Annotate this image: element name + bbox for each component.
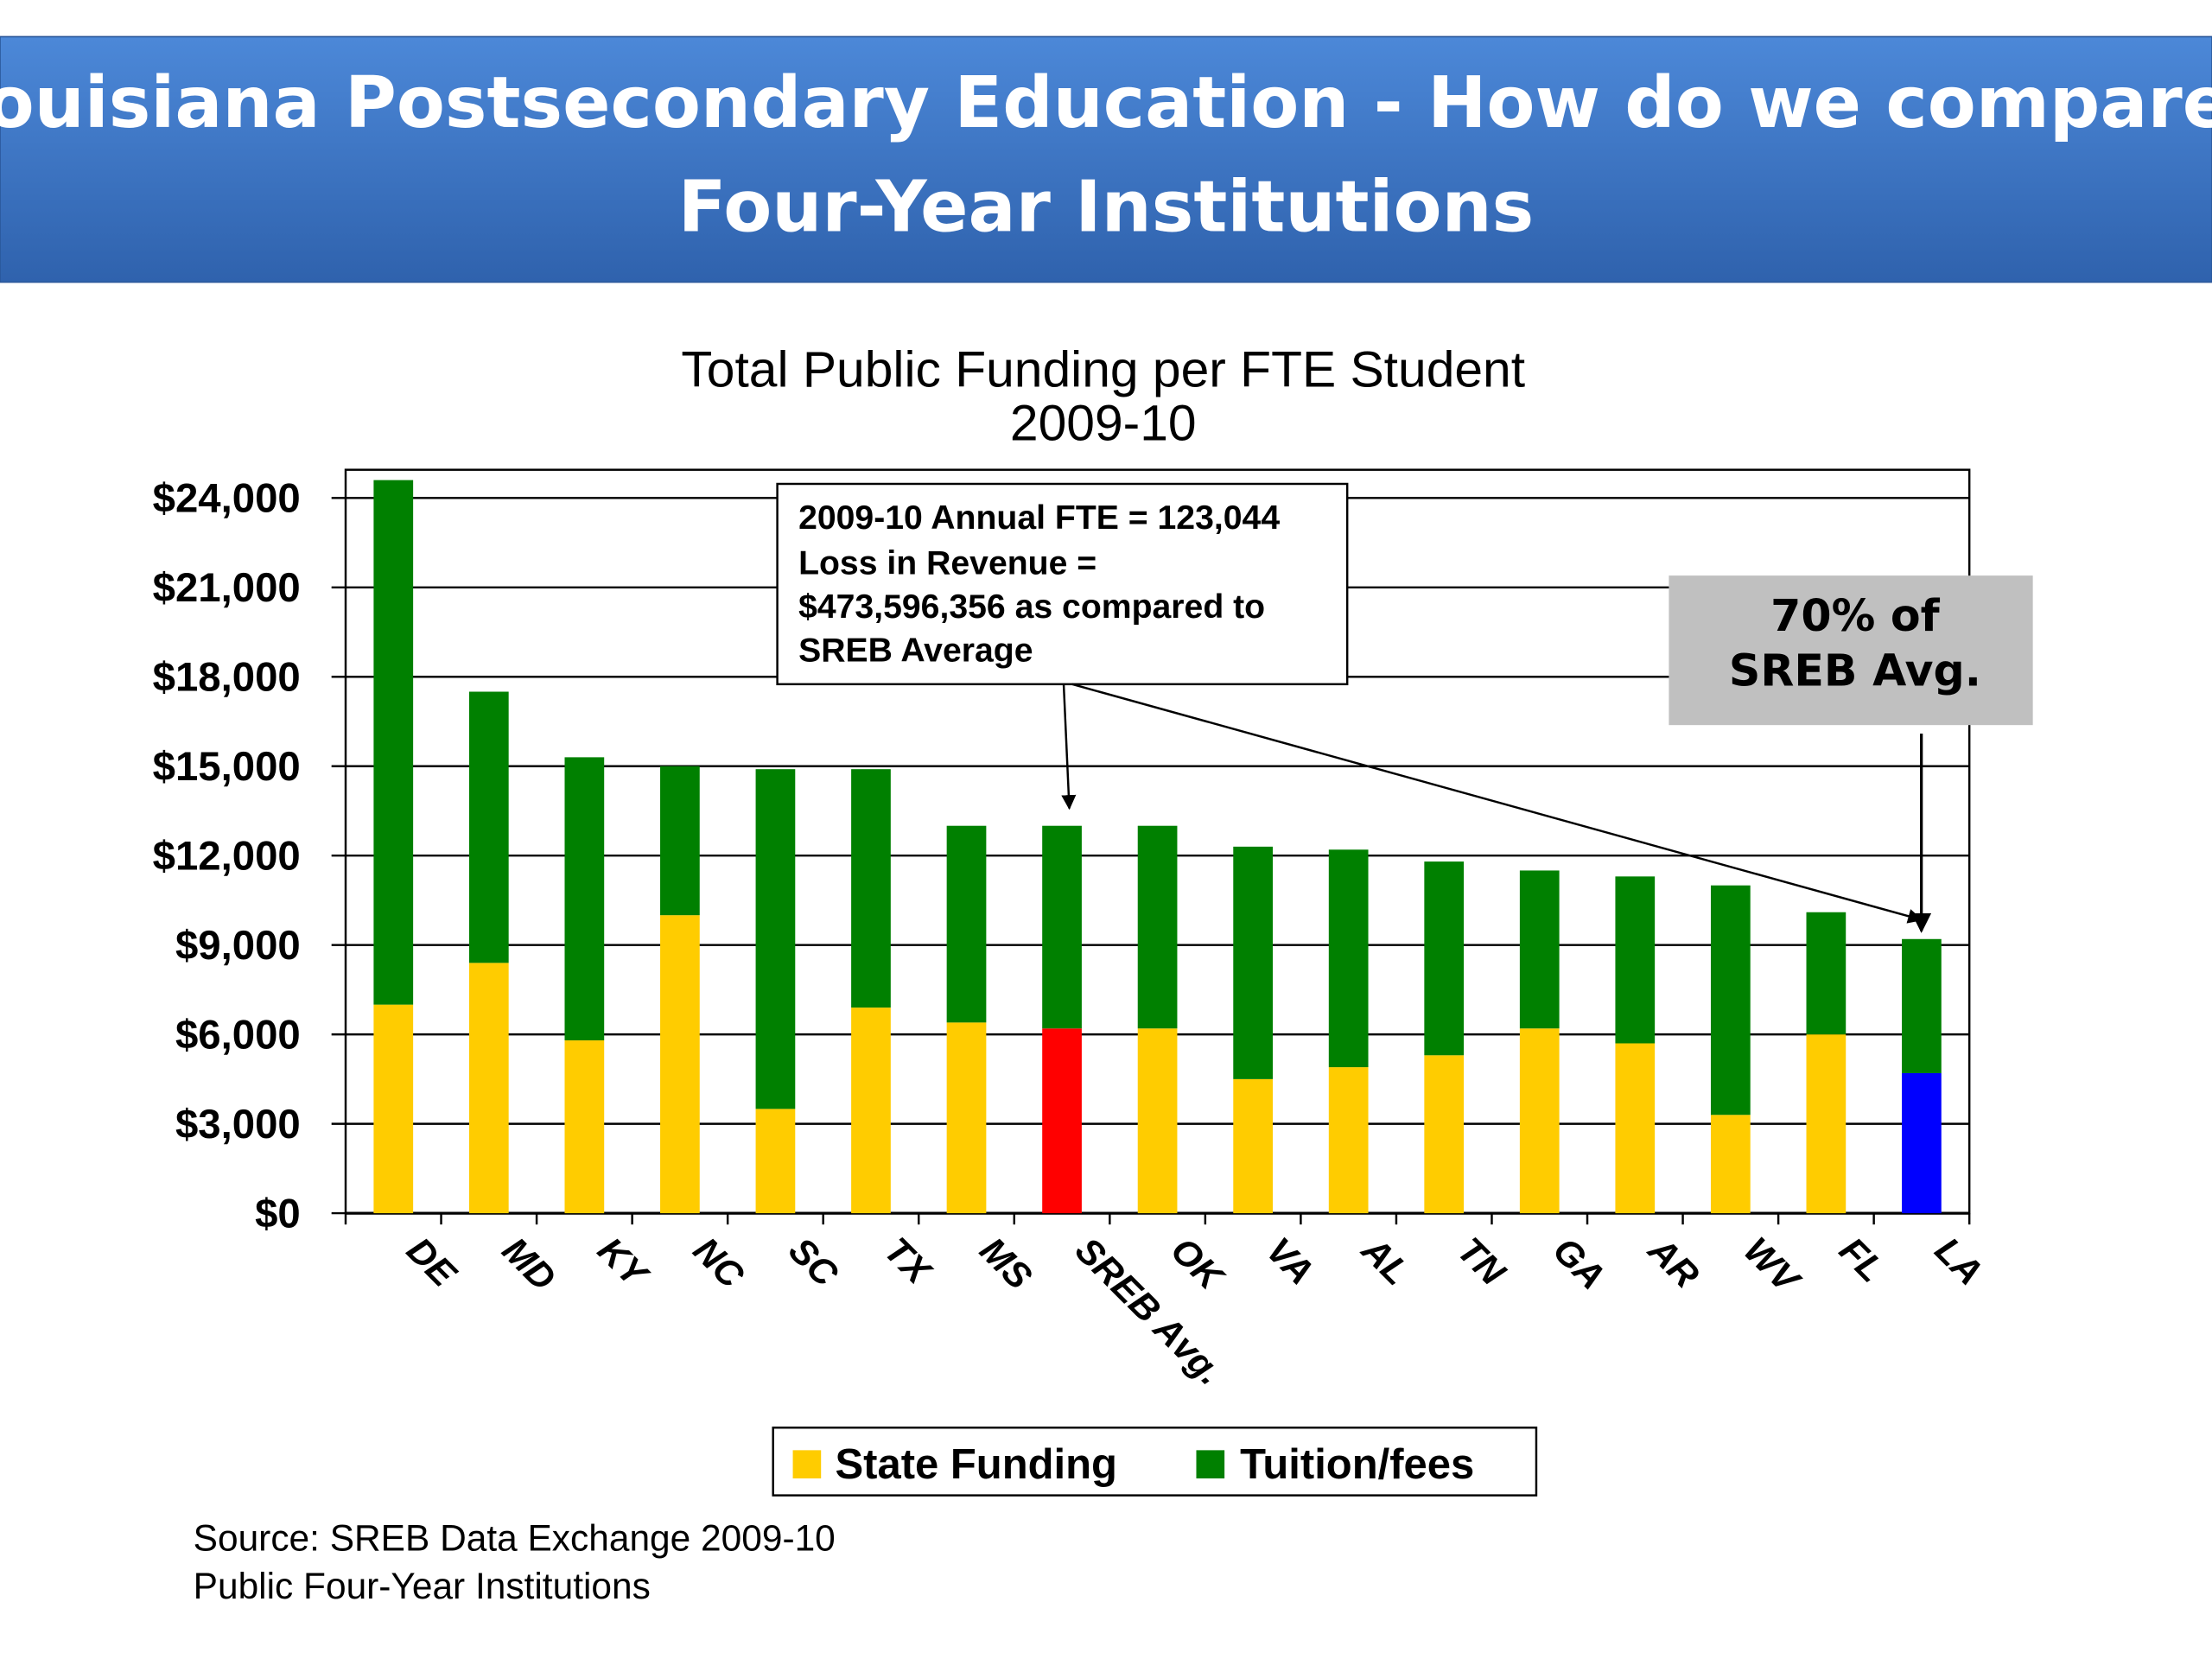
bar-state-srebavg — [1042, 1028, 1082, 1214]
chart-title: Total Public Funding per FTE Student — [681, 341, 1525, 397]
pct-annotation: 70% of SREB Avg. — [1669, 575, 2033, 933]
x-tick-label: TN — [1450, 1230, 1514, 1294]
plot-area: $0 $3,000 $6,000 $9,000 $12,000 $15,000 $18,00… — [153, 468, 1991, 1393]
bar-state-ok — [1137, 1028, 1178, 1214]
fte-line-4: SREB Average — [798, 632, 1033, 670]
legend-swatch-tuition — [1196, 1450, 1225, 1479]
x-tick-label: AL — [1354, 1229, 1418, 1293]
bar-tuition-sc — [755, 769, 796, 1109]
pct-line-1: 70% of — [1770, 590, 1941, 641]
x-tick-label: SC — [781, 1230, 847, 1295]
y-tick-label: $12,000 — [153, 834, 301, 880]
bar-tuition-ky — [564, 757, 605, 1041]
x-tick-label: VA — [1259, 1230, 1322, 1293]
x-tick-label: DE — [399, 1230, 465, 1295]
bar-state-va — [1233, 1078, 1273, 1214]
bar-tuition-nc — [660, 766, 700, 916]
y-tick-label: $3,000 — [175, 1102, 301, 1147]
bar-state-md — [468, 963, 509, 1214]
x-tick-label: NC — [686, 1230, 753, 1297]
bar-tuition-al — [1328, 849, 1369, 1068]
bar-state-ky — [564, 1040, 605, 1214]
pct-annotation-box — [1669, 575, 2033, 726]
x-tick-label: MS — [972, 1230, 1039, 1297]
fte-line-3: $473,596,356 as compared to — [798, 588, 1265, 626]
legend-label-state: State Funding — [836, 1441, 1117, 1488]
pct-line-2: SREB Avg. — [1729, 645, 1981, 696]
y-tick-label: $0 — [255, 1191, 301, 1236]
y-tick-label: $21,000 — [153, 565, 301, 611]
x-tick-label: MD — [495, 1230, 564, 1299]
bar-state-al — [1328, 1067, 1369, 1214]
bar-state-ms — [946, 1022, 987, 1214]
bar-tuition-de — [373, 480, 414, 1005]
bar-tuition-la — [1902, 938, 1942, 1073]
bar-tuition-tx — [851, 769, 891, 1008]
y-tick-label: $6,000 — [175, 1012, 301, 1058]
arrow-to-sreb — [1061, 683, 1077, 810]
bar-state-sc — [755, 1109, 796, 1214]
bar-state-ga — [1519, 1028, 1560, 1214]
bar-state-nc — [660, 915, 700, 1214]
bar-tuition-tn — [1424, 861, 1465, 1056]
bar-tuition-ar — [1615, 876, 1656, 1044]
header-subtitle: Four-Year Institutions — [678, 167, 1534, 249]
x-tick-label: FL — [1832, 1230, 1892, 1290]
legend: State Funding Tuition/fees — [772, 1427, 1538, 1497]
header-banner — [0, 35, 2212, 283]
bar-tuition-wv — [1710, 885, 1751, 1116]
bar-tuition-md — [468, 691, 509, 963]
bar-tuition-ga — [1519, 870, 1560, 1029]
y-tick-label: $15,000 — [153, 744, 301, 790]
legend-box — [772, 1427, 1538, 1497]
x-tick-label: AR — [1640, 1229, 1707, 1296]
bar-state-tx — [851, 1007, 891, 1214]
y-tick-label: $9,000 — [175, 923, 301, 969]
bar-tuition-ok — [1137, 825, 1178, 1029]
y-tick-label: $24,000 — [153, 476, 301, 522]
bar-tuition-va — [1233, 846, 1273, 1079]
legend-swatch-state — [792, 1450, 822, 1479]
bar-state-la — [1902, 1072, 1942, 1214]
fte-annotation: 2009-10 Annual FTE = 123,044 Loss in Rev… — [776, 482, 1923, 924]
chart-subtitle: 2009-10 — [1010, 395, 1197, 451]
x-tick-label: LA — [1928, 1230, 1991, 1293]
bar-state-de — [373, 1004, 414, 1214]
arrow-to-la — [1071, 683, 1923, 924]
source-line-2: Public Four-Year Institutions — [194, 1566, 651, 1606]
bar-tuition-ms — [946, 825, 987, 1023]
fte-line-1: 2009-10 Annual FTE = 123,044 — [798, 499, 1280, 537]
legend-label-tuition: Tuition/fees — [1240, 1441, 1474, 1488]
bar-state-ar — [1615, 1043, 1656, 1214]
x-tick-label: KY — [590, 1230, 658, 1297]
x-tick-label: GA — [1545, 1230, 1612, 1297]
y-tick-label: $18,000 — [153, 655, 301, 701]
x-tick-label: OK — [1163, 1230, 1233, 1300]
bar-state-fl — [1806, 1034, 1847, 1214]
fte-line-2: Loss in Revenue = — [798, 544, 1096, 582]
bar-tuition-srebavg — [1042, 825, 1082, 1029]
x-tick-label: TX — [877, 1230, 940, 1293]
bar-tuition-fl — [1806, 912, 1847, 1035]
header-title: Louisiana Postsecondary Education - How … — [0, 62, 2212, 144]
bar-state-wv — [1710, 1115, 1751, 1214]
bar-state-tn — [1424, 1055, 1465, 1214]
source-line-1: Source: SREB Data Exchange 2009-10 — [194, 1517, 836, 1558]
x-tick-label: WV — [1737, 1230, 1809, 1302]
fte-annotation-box — [776, 482, 1349, 686]
